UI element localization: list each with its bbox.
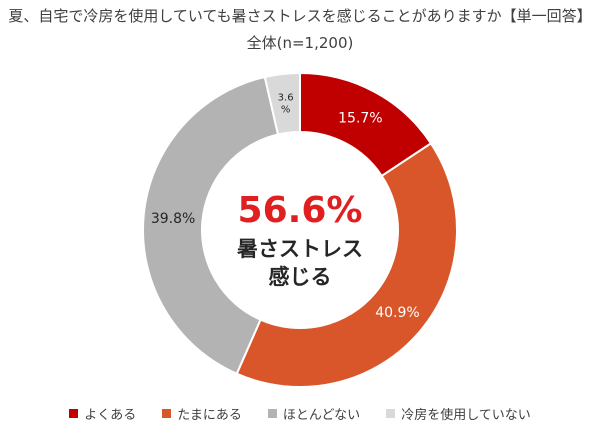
legend-item-1: よくある [69, 404, 136, 423]
legend-label-4: 冷房を使用していない [401, 408, 531, 423]
legend-label-3: ほとんどない [282, 408, 361, 423]
donut-slice-3 [142, 75, 280, 376]
center-label-line1: 暑さストレス [237, 237, 363, 261]
legend-swatch-1 [69, 409, 79, 418]
legend-label-1: よくある [84, 408, 137, 423]
slice-label-2: 40.9% [375, 305, 419, 321]
chart-title: 夏、自宅で冷房を使用していても暑さストレスを感じることがありますか【単一回答】 [8, 7, 592, 25]
legend-swatch-3 [267, 409, 277, 418]
slice-label-3: 39.8% [151, 211, 195, 227]
legend-swatch-4 [386, 409, 396, 418]
legend-item-3: ほとんどない [267, 404, 361, 423]
slice-label-4: 3.6% [278, 92, 294, 115]
legend-item-4: 冷房を使用していない [386, 404, 531, 423]
legend-swatch-2 [162, 409, 172, 418]
donut-slice-2 [235, 142, 458, 388]
chart-subtitle: 全体(n=1,200) [246, 34, 354, 52]
center-percentage: 56.6% [238, 190, 363, 231]
chart-legend: よくある たまにある ほとんどない 冷房を使用していない [0, 404, 600, 423]
legend-label-2: たまにある [177, 408, 242, 423]
donut-slice-4 [263, 71, 301, 136]
legend-item-2: たまにある [162, 404, 242, 423]
center-label-line2: 感じる [269, 265, 332, 289]
slice-label-1: 15.7% [338, 111, 382, 127]
